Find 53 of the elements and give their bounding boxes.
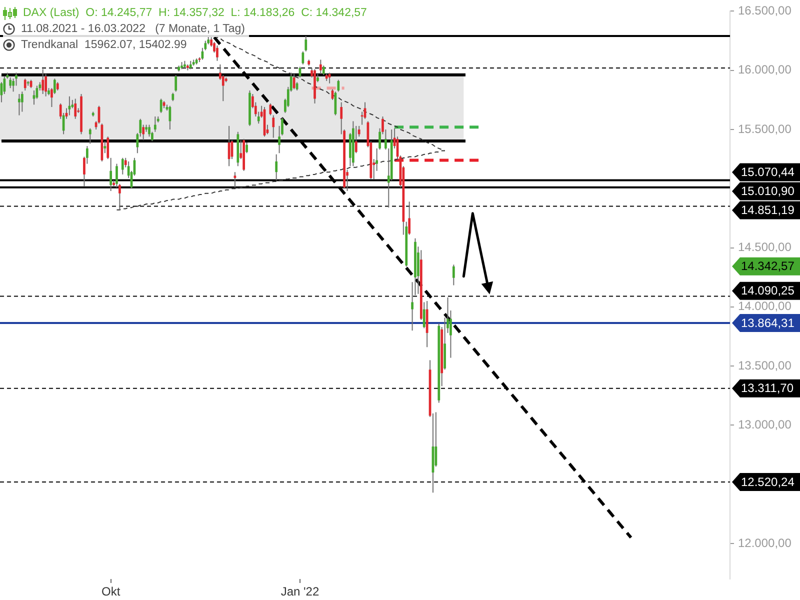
candlestick [116, 163, 118, 188]
candlestick [88, 128, 92, 144]
y-tick-label: 16.500,00 [738, 4, 792, 18]
candlestick [354, 125, 358, 154]
candlestick [104, 140, 106, 154]
candlestick [216, 45, 218, 62]
y-tick-label: 13.500,00 [738, 358, 792, 372]
candlestick [246, 142, 248, 154]
ref-line-label: 15.010,90 [741, 184, 795, 198]
candlestick [292, 73, 296, 90]
candlestick [148, 124, 150, 138]
y-tick-label: 16.000,00 [738, 62, 792, 77]
candlestick [272, 114, 275, 138]
y-tick-label: 14.500,00 [738, 240, 792, 254]
candlestick [275, 154, 278, 181]
chart-title: DAX (Last) O: 14.245,77 H: 14.357,32 L: 14.183,26 C: 14.342,57 [23, 6, 367, 21]
text: 11.08.2021 - 16.03.2022 (7 Monate, 1 Tag) [21, 22, 245, 37]
ref-line-label: 12.520,24 [741, 474, 795, 489]
candlestick [160, 98, 162, 114]
candlestick [234, 172, 236, 188]
candlestick [384, 128, 387, 150]
candlestick [121, 157, 124, 175]
candlestick [304, 36, 308, 52]
candlestick [319, 59, 322, 74]
candlestick [18, 94, 20, 116]
candlestick [337, 79, 340, 92]
candlestick [44, 73, 47, 97]
candlestick [154, 116, 156, 132]
candlestick [74, 98, 77, 120]
ref-line-label: 13.311,70 [741, 381, 794, 396]
candlestick [42, 68, 44, 95]
x-tick-label: Okt [101, 584, 121, 599]
ref-line-label: 14.851,19 [741, 203, 795, 218]
y-tick-label: 12.000,00 [738, 536, 792, 550]
candlestick [9, 76, 12, 89]
candlestick [106, 136, 110, 160]
ref-line-label: 14.090,25 [741, 284, 795, 298]
y-tick-label: 14.000,00 [738, 299, 792, 314]
candlestick [174, 74, 178, 92]
ref-line-label: 15.070,44 [741, 165, 795, 180]
candlestick [20, 91, 24, 112]
ref-line-label: 13.864,31 [741, 316, 795, 330]
band-label: Trendkanal 15962.07, 15402.99 [21, 38, 187, 53]
text: 14.342,57 [741, 259, 795, 274]
x-tick-label: Jan '22 [280, 584, 320, 599]
candlestick [15, 72, 18, 86]
y-tick-label: 13.000,00 [738, 418, 792, 432]
candlestick [349, 132, 352, 167]
candlestick [24, 78, 26, 91]
candlestick [452, 264, 455, 286]
candlestick [269, 102, 272, 116]
y-tick-label: 15.500,00 [738, 122, 792, 136]
candlestick [110, 157, 112, 192]
